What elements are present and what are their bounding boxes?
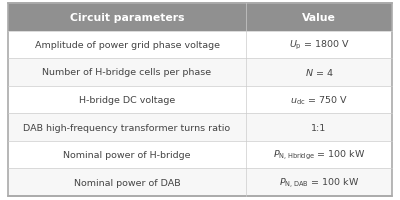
Bar <box>246 169 392 196</box>
Text: $U_{\mathrm{p}}$ = 1800 V: $U_{\mathrm{p}}$ = 1800 V <box>288 39 350 52</box>
Text: $P_{\mathrm{N,DAB}}$ = 100 kW: $P_{\mathrm{N,DAB}}$ = 100 kW <box>279 175 359 189</box>
Text: H-bridge DC voltage: H-bridge DC voltage <box>79 96 175 104</box>
Text: 1:1: 1:1 <box>312 123 327 132</box>
Text: $N$ = 4: $N$ = 4 <box>305 67 333 78</box>
Text: Nominal power of DAB: Nominal power of DAB <box>74 178 180 187</box>
Bar <box>246 31 392 59</box>
Bar <box>8 31 246 59</box>
Text: Circuit parameters: Circuit parameters <box>70 13 184 23</box>
Bar <box>8 86 246 114</box>
Bar <box>8 141 246 169</box>
Bar <box>246 141 392 169</box>
Text: Amplitude of power grid phase voltage: Amplitude of power grid phase voltage <box>34 41 220 50</box>
Bar <box>246 114 392 141</box>
Text: $u_{\mathrm{dc}}$ = 750 V: $u_{\mathrm{dc}}$ = 750 V <box>290 94 348 106</box>
Text: Value: Value <box>302 13 336 23</box>
Bar <box>246 4 392 31</box>
Text: DAB high-frequency transformer turns ratio: DAB high-frequency transformer turns rat… <box>24 123 231 132</box>
Text: Number of H-bridge cells per phase: Number of H-bridge cells per phase <box>42 68 212 77</box>
Text: Nominal power of H-bridge: Nominal power of H-bridge <box>63 150 191 159</box>
Bar <box>246 86 392 114</box>
Bar <box>8 114 246 141</box>
Text: $P_{\mathrm{N,Hbridge}}$ = 100 kW: $P_{\mathrm{N,Hbridge}}$ = 100 kW <box>273 148 365 161</box>
Bar <box>246 59 392 86</box>
Bar <box>8 169 246 196</box>
Bar <box>8 4 246 31</box>
Bar <box>8 59 246 86</box>
